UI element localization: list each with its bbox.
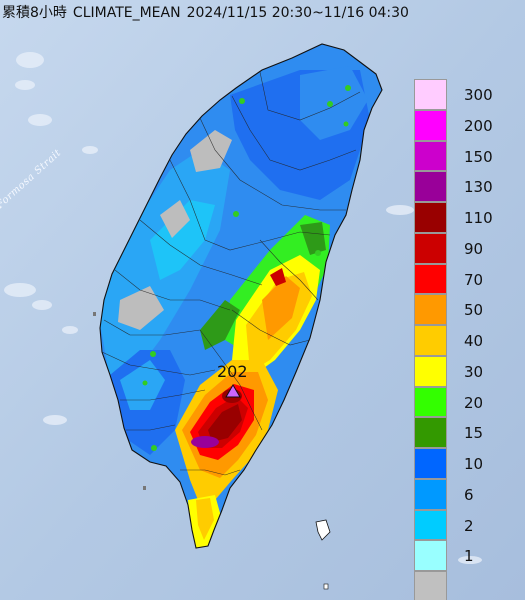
legend-swatch bbox=[414, 232, 447, 264]
legend-row: 6 bbox=[414, 478, 514, 510]
title-prefix: 累積8小時 bbox=[2, 5, 67, 21]
legend-label: 70 bbox=[464, 270, 484, 289]
legend-label: 90 bbox=[464, 239, 484, 258]
county-boundaries bbox=[101, 71, 361, 476]
legend-swatch bbox=[414, 325, 447, 356]
legend-label: 130 bbox=[464, 178, 493, 197]
legend-swatch bbox=[414, 478, 447, 510]
legend-swatch bbox=[414, 263, 447, 295]
max-value-marker bbox=[225, 384, 241, 398]
legend-label: 15 bbox=[464, 424, 484, 443]
legend-swatch bbox=[414, 571, 447, 600]
legend-row bbox=[414, 571, 514, 600]
legend-row: 1 bbox=[414, 540, 514, 571]
legend-label: 10 bbox=[464, 455, 484, 473]
legend-label: 110 bbox=[464, 209, 493, 227]
legend-row: 2 bbox=[414, 509, 514, 541]
legend-label: 300 bbox=[464, 86, 493, 104]
legend-label: 6 bbox=[464, 485, 474, 504]
legend-row: 10 bbox=[414, 448, 514, 479]
legend-swatch bbox=[414, 386, 447, 418]
legend-label: 2 bbox=[464, 516, 474, 535]
coastline bbox=[99, 43, 383, 549]
legend-swatch bbox=[414, 109, 447, 141]
map-title: 累積8小時 CLIMATE_MEAN 2024/11/15 20:30~11/16 … bbox=[2, 2, 415, 24]
legend-row: 70 bbox=[414, 263, 514, 295]
legend-row: 50 bbox=[414, 294, 514, 325]
legend-swatch bbox=[414, 171, 447, 202]
legend-swatch bbox=[414, 202, 447, 233]
legend-label: 1 bbox=[464, 547, 474, 566]
legend-swatch bbox=[414, 448, 447, 479]
title-period: 2024/11/15 20:30~11/16 04:30 bbox=[186, 5, 409, 21]
legend-row: 15 bbox=[414, 417, 514, 448]
legend-row: 200 bbox=[414, 109, 514, 141]
legend-label: 150 bbox=[464, 147, 493, 166]
legend-row: 300 bbox=[414, 79, 514, 110]
legend-label: 40 bbox=[464, 332, 484, 350]
legend-row: 130 bbox=[414, 171, 514, 202]
legend-swatch bbox=[414, 417, 447, 448]
legend-row: 40 bbox=[414, 325, 514, 356]
legend-row: 30 bbox=[414, 355, 514, 387]
legend-swatch bbox=[414, 355, 447, 387]
legend-row: 20 bbox=[414, 386, 514, 418]
max-value-label: 202 bbox=[217, 362, 248, 381]
taiwan-island bbox=[100, 44, 382, 548]
legend-swatch bbox=[414, 294, 447, 325]
legend-row: 90 bbox=[414, 232, 514, 264]
legend-swatch bbox=[414, 140, 447, 172]
legend-label: 30 bbox=[464, 362, 484, 381]
cloud-overlay bbox=[4, 52, 482, 564]
legend-row: 150 bbox=[414, 140, 514, 172]
offshore-islets bbox=[93, 312, 331, 590]
legend-swatch bbox=[414, 79, 447, 110]
legend-label: 50 bbox=[464, 301, 484, 320]
legend-label: 200 bbox=[464, 116, 493, 135]
legend-swatch bbox=[414, 509, 447, 541]
legend-label: 20 bbox=[464, 393, 484, 412]
legend-row: 110 bbox=[414, 202, 514, 233]
rainfall-legend: 300 200 150 130 110 90 70 50 40 30 20 15 10 6 2 1 bbox=[414, 79, 514, 600]
legend-swatch bbox=[414, 540, 447, 571]
title-product: CLIMATE_MEAN bbox=[72, 5, 181, 21]
